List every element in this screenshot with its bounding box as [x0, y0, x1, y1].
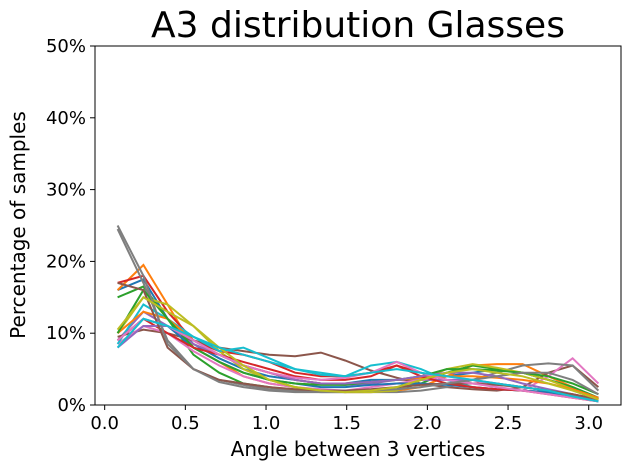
y-tick-label: 20%: [46, 251, 86, 272]
series-layer: [116, 225, 600, 403]
x-tick-label: 3.0: [574, 413, 603, 434]
y-tick-label: 50%: [46, 36, 86, 57]
y-tick-label: 30%: [46, 180, 86, 201]
y-tick-label: 40%: [46, 108, 86, 129]
series-line-19: [116, 295, 599, 401]
x-tick-label: 2.0: [413, 413, 442, 434]
y-axis-ticks: 0% 10% 20% 30% 40% 50%: [46, 36, 95, 416]
y-axis-label: Percentage of samples: [6, 111, 30, 339]
chart-title: A3 distribution Glasses: [151, 5, 565, 46]
axes-layer: [94, 45, 622, 406]
x-axis-label: Angle between 3 vertices: [231, 437, 486, 461]
y-tick-label: 0%: [57, 395, 86, 416]
x-tick-label: 1.5: [332, 413, 361, 434]
y-tick-label: 10%: [46, 323, 86, 344]
plot-frame: [94, 45, 622, 406]
x-tick-label: 0.0: [90, 413, 119, 434]
x-tick-label: 2.5: [494, 413, 523, 434]
x-tick-label: 1.0: [252, 413, 281, 434]
x-axis-ticks: 0.0 0.5 1.0 1.5 2.0 2.5 3.0: [90, 405, 603, 434]
x-tick-label: 0.5: [171, 413, 200, 434]
series-line-20: [116, 317, 599, 403]
